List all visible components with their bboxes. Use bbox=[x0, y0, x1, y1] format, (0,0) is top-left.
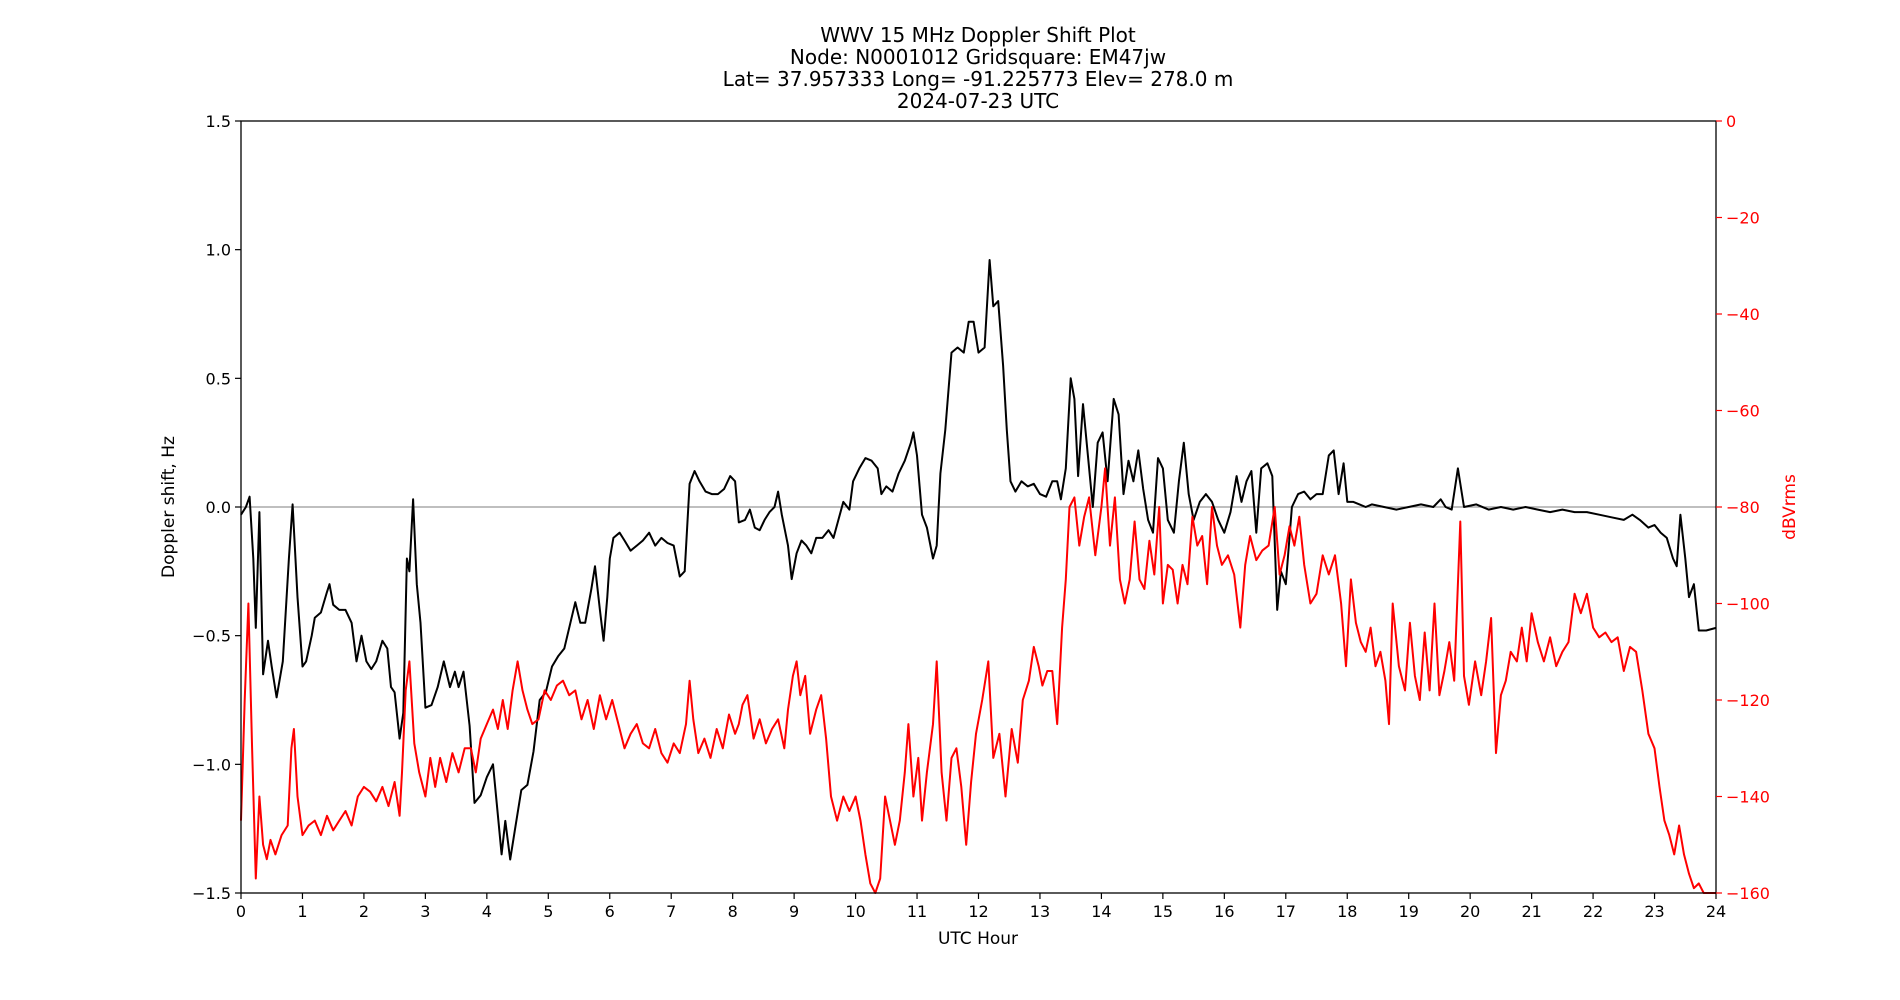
y-axis-left-label: Doppler shift, Hz bbox=[159, 436, 179, 578]
x-tick-label: 15 bbox=[1153, 902, 1173, 921]
x-tick-label: 16 bbox=[1214, 902, 1234, 921]
x-tick-label: 20 bbox=[1460, 902, 1480, 921]
y-left-tick-label: 0.5 bbox=[206, 369, 231, 388]
x-tick-label: 7 bbox=[666, 902, 676, 921]
x-tick-label: 4 bbox=[482, 902, 492, 921]
x-tick-label: 24 bbox=[1706, 902, 1726, 921]
x-tick-label: 13 bbox=[1030, 902, 1050, 921]
x-tick-label: 14 bbox=[1091, 902, 1111, 921]
x-tick-label: 18 bbox=[1337, 902, 1357, 921]
x-tick-label: 12 bbox=[968, 902, 988, 921]
x-tick-label: 3 bbox=[420, 902, 430, 921]
y-right-tick-label: −160 bbox=[1726, 884, 1770, 903]
y-right-tick-label: −120 bbox=[1726, 691, 1770, 710]
y-left-tick-label: −1.0 bbox=[192, 755, 231, 774]
y-left-tick-label: −0.5 bbox=[192, 627, 231, 646]
x-tick-label: 11 bbox=[907, 902, 927, 921]
x-tick-label: 21 bbox=[1521, 902, 1541, 921]
y-right-tick-label: −100 bbox=[1726, 595, 1770, 614]
x-tick-label: 6 bbox=[605, 902, 615, 921]
y-left-tick-label: 1.5 bbox=[206, 112, 231, 131]
x-tick-label: 8 bbox=[728, 902, 738, 921]
y-left-tick-label: 1.0 bbox=[206, 241, 231, 260]
x-tick-label: 9 bbox=[789, 902, 799, 921]
title-line-2: Node: N0001012 Gridsquare: EM47jw bbox=[790, 45, 1166, 69]
series-layer bbox=[240, 259, 1717, 894]
x-tick-label: 22 bbox=[1583, 902, 1603, 921]
doppler-shift-series-line bbox=[240, 259, 1717, 861]
title-line-4: 2024-07-23 UTC bbox=[897, 89, 1059, 113]
signal-level-series-line bbox=[240, 467, 1716, 894]
y-right-tick-label: −60 bbox=[1726, 402, 1760, 421]
ticks-layer: 0 1 2 3 4 5 6 7 8 9 10 11 12 13 14 15 16 17 18 19 20 21 22 23 24… bbox=[192, 112, 1770, 921]
y-right-tick-label: −40 bbox=[1726, 305, 1760, 324]
x-tick-label: 1 bbox=[297, 902, 307, 921]
x-tick-label: 19 bbox=[1399, 902, 1419, 921]
y-right-tick-label: 0 bbox=[1726, 112, 1736, 131]
chart-title: WWV 15 MHz Doppler Shift Plot Node: N000… bbox=[723, 23, 1234, 113]
title-line-1: WWV 15 MHz Doppler Shift Plot bbox=[820, 23, 1136, 47]
y-left-tick-label: 0.0 bbox=[206, 498, 231, 517]
x-axis-label: UTC Hour bbox=[938, 929, 1018, 949]
x-tick-label: 17 bbox=[1276, 902, 1296, 921]
y-right-tick-label: −20 bbox=[1726, 209, 1760, 228]
y-right-tick-label: −140 bbox=[1726, 788, 1770, 807]
y-right-tick-label: −80 bbox=[1726, 498, 1760, 517]
x-tick-label: 5 bbox=[543, 902, 553, 921]
x-tick-label: 10 bbox=[845, 902, 865, 921]
x-tick-label: 2 bbox=[359, 902, 369, 921]
x-tick-label: 23 bbox=[1644, 902, 1664, 921]
y-left-tick-label: −1.5 bbox=[192, 884, 231, 903]
title-line-3: Lat= 37.957333 Long= -91.225773 Elev= 27… bbox=[723, 67, 1234, 91]
y-axis-right-label: dBVrms bbox=[1780, 474, 1800, 540]
x-tick-label: 0 bbox=[236, 902, 246, 921]
